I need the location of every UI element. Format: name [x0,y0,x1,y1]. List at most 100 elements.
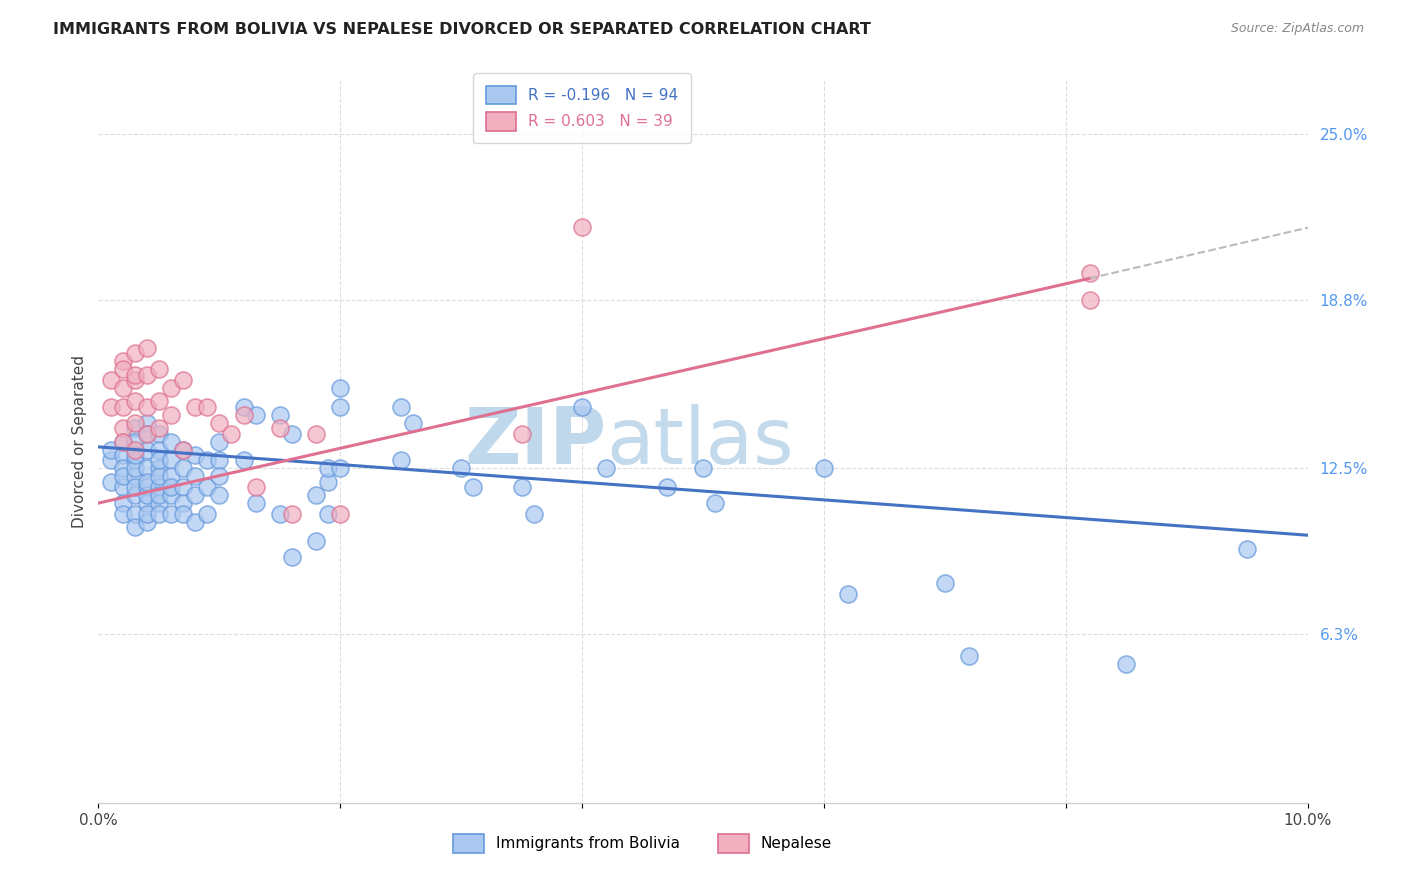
Point [1236,541,1258,556]
Text: atlas: atlas [606,403,794,480]
Point [148,488,170,502]
Point [124,488,146,502]
Point [148,469,170,483]
Point [232,453,254,467]
Point [510,480,533,494]
Point [124,442,146,457]
Point [172,507,194,521]
Point [124,421,146,435]
Point [305,488,328,502]
Point [510,426,533,441]
Point [245,408,267,422]
Point [124,453,146,467]
Point [450,461,472,475]
Point [135,488,157,502]
Point [269,408,291,422]
Point [160,434,183,449]
Point [148,421,170,435]
Point [208,434,231,449]
Point [655,480,678,494]
Point [269,421,291,435]
Point [100,475,122,489]
Point [172,480,194,494]
Point [195,400,218,414]
Point [329,400,352,414]
Point [135,426,157,441]
Y-axis label: Divorced or Separated: Divorced or Separated [72,355,87,528]
Point [148,461,170,475]
Point [571,220,593,235]
Point [316,461,339,475]
Point [184,469,207,483]
Point [232,400,254,414]
Point [1078,293,1101,307]
Point [316,475,339,489]
Point [148,426,170,441]
Point [124,346,146,360]
Point [148,453,170,467]
Point [692,461,714,475]
Point [111,381,134,395]
Point [208,453,231,467]
Point [160,469,183,483]
Point [160,480,183,494]
Point [135,496,157,510]
Point [100,442,122,457]
Point [124,480,146,494]
Point [523,507,546,521]
Text: IMMIGRANTS FROM BOLIVIA VS NEPALESE DIVORCED OR SEPARATED CORRELATION CHART: IMMIGRANTS FROM BOLIVIA VS NEPALESE DIVO… [53,22,872,37]
Point [329,381,352,395]
Point [316,507,339,521]
Point [135,507,157,521]
Point [100,400,122,414]
Point [100,453,122,467]
Point [124,507,146,521]
Point [160,408,183,422]
Point [245,480,267,494]
Point [184,515,207,529]
Text: ZIP: ZIP [464,403,606,480]
Point [184,400,207,414]
Point [329,461,352,475]
Point [245,496,267,510]
Point [124,394,146,409]
Point [813,461,835,475]
Point [221,426,243,441]
Legend: Immigrants from Bolivia, Nepalese: Immigrants from Bolivia, Nepalese [446,826,839,860]
Point [111,461,134,475]
Point [172,461,194,475]
Point [111,434,134,449]
Point [124,469,146,483]
Point [402,416,425,430]
Point [111,354,134,368]
Point [148,507,170,521]
Point [124,520,146,534]
Point [111,480,134,494]
Point [160,488,183,502]
Point [281,507,304,521]
Point [111,362,134,376]
Point [208,488,231,502]
Point [305,426,328,441]
Point [195,480,218,494]
Point [135,426,157,441]
Point [111,496,134,510]
Point [124,416,146,430]
Point [172,373,194,387]
Point [135,480,157,494]
Point [160,507,183,521]
Point [111,421,134,435]
Point [124,448,146,462]
Point [172,442,194,457]
Point [281,549,304,564]
Point [184,488,207,502]
Point [124,461,146,475]
Point [160,381,183,395]
Point [111,448,134,462]
Point [172,496,194,510]
Point [195,507,218,521]
Point [100,373,122,387]
Point [329,507,352,521]
Point [281,426,304,441]
Point [124,434,146,449]
